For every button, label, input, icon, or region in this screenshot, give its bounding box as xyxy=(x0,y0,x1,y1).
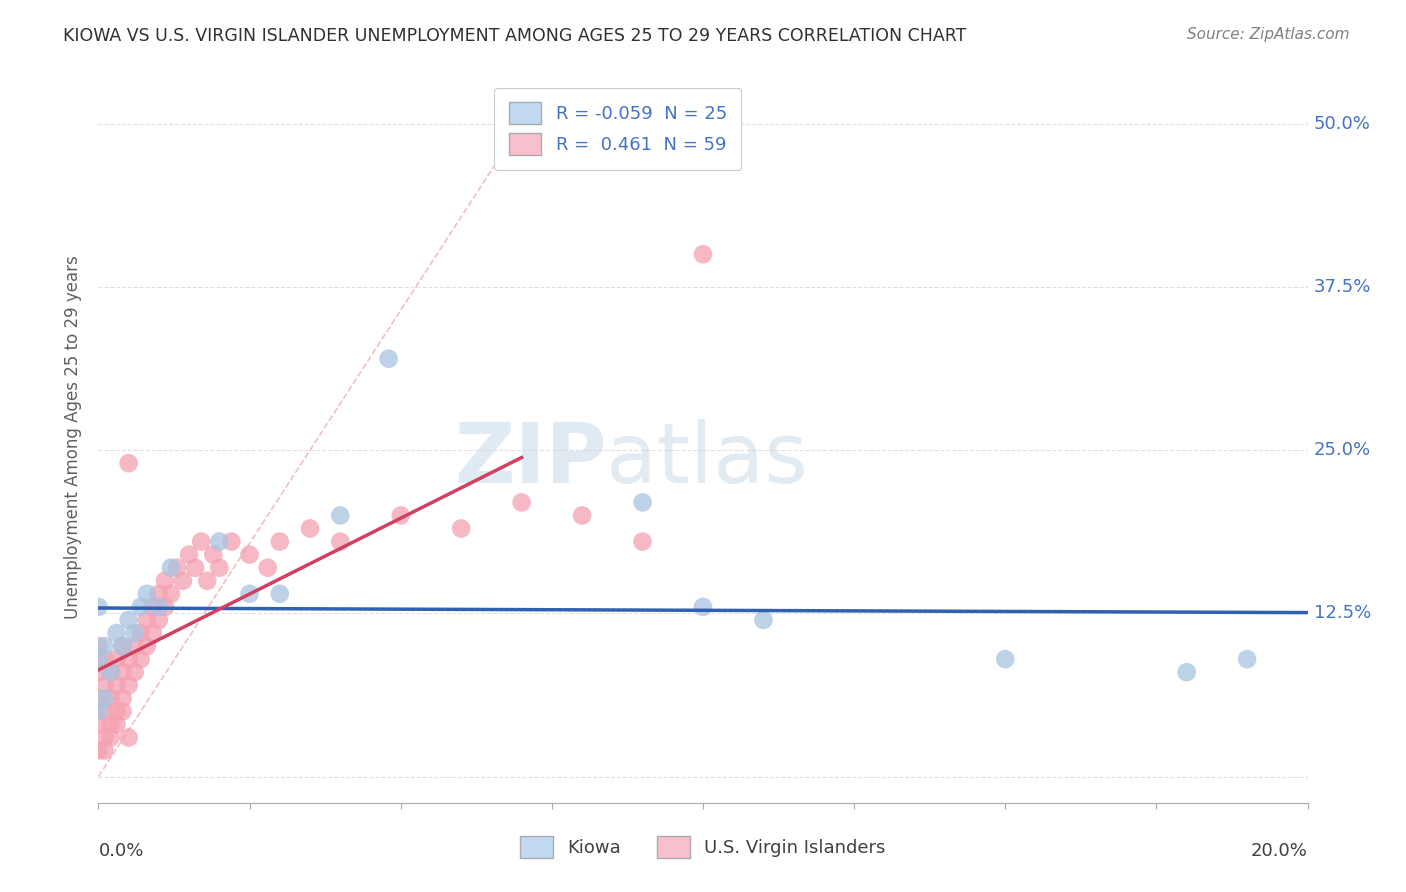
Point xyxy=(93,743,115,757)
Point xyxy=(994,652,1017,666)
Point xyxy=(118,678,141,692)
Point xyxy=(166,560,188,574)
Point xyxy=(142,599,165,614)
Point xyxy=(111,639,134,653)
Point xyxy=(450,521,472,535)
Point xyxy=(269,534,291,549)
Point xyxy=(124,626,146,640)
Point xyxy=(87,639,110,653)
Point xyxy=(100,731,122,745)
Point xyxy=(105,705,128,719)
Point xyxy=(184,560,207,574)
Point xyxy=(93,705,115,719)
Point xyxy=(221,534,243,549)
Point xyxy=(208,560,231,574)
Point xyxy=(752,613,775,627)
Point xyxy=(148,599,170,614)
Point xyxy=(208,534,231,549)
Point xyxy=(389,508,412,523)
Point xyxy=(100,665,122,680)
Point xyxy=(269,587,291,601)
Point xyxy=(160,587,183,601)
Point xyxy=(148,587,170,601)
Point xyxy=(129,626,152,640)
Point xyxy=(124,665,146,680)
Point xyxy=(179,548,201,562)
Point xyxy=(87,652,110,666)
Point xyxy=(100,717,122,731)
Point xyxy=(142,626,165,640)
Point xyxy=(571,508,593,523)
Point xyxy=(631,534,654,549)
Point xyxy=(239,548,262,562)
Point xyxy=(510,495,533,509)
Point xyxy=(153,599,176,614)
Point xyxy=(153,574,176,588)
Point xyxy=(87,717,110,731)
Text: 50.0%: 50.0% xyxy=(1313,114,1371,133)
Point xyxy=(692,247,714,261)
Point xyxy=(299,521,322,535)
Point xyxy=(105,717,128,731)
Point xyxy=(148,613,170,627)
Text: ZIP: ZIP xyxy=(454,418,606,500)
Text: atlas: atlas xyxy=(606,418,808,500)
Point xyxy=(329,534,352,549)
Point xyxy=(195,574,218,588)
Point xyxy=(118,456,141,470)
Point xyxy=(129,652,152,666)
Point xyxy=(202,548,225,562)
Point xyxy=(129,599,152,614)
Point xyxy=(87,743,110,757)
Point xyxy=(118,652,141,666)
Point xyxy=(93,678,115,692)
Text: 0.0%: 0.0% xyxy=(98,842,143,860)
Point xyxy=(692,599,714,614)
Point xyxy=(1175,665,1198,680)
Point xyxy=(111,639,134,653)
Text: 37.5%: 37.5% xyxy=(1313,278,1371,296)
Point xyxy=(87,599,110,614)
Legend: R = -0.059  N = 25, R =  0.461  N = 59: R = -0.059 N = 25, R = 0.461 N = 59 xyxy=(495,87,741,169)
Point xyxy=(111,691,134,706)
Point xyxy=(1236,652,1258,666)
Point xyxy=(87,705,110,719)
Point xyxy=(93,731,115,745)
Point xyxy=(256,560,278,574)
Point xyxy=(93,652,115,666)
Point xyxy=(105,678,128,692)
Point xyxy=(100,691,122,706)
Point xyxy=(190,534,212,549)
Text: 12.5%: 12.5% xyxy=(1313,605,1371,623)
Point xyxy=(160,560,183,574)
Text: 20.0%: 20.0% xyxy=(1251,842,1308,860)
Point xyxy=(87,691,110,706)
Legend: Kiowa, U.S. Virgin Islanders: Kiowa, U.S. Virgin Islanders xyxy=(513,829,893,865)
Point xyxy=(377,351,399,366)
Point xyxy=(135,639,157,653)
Point xyxy=(239,587,262,601)
Point xyxy=(135,613,157,627)
Point xyxy=(100,665,122,680)
Text: Source: ZipAtlas.com: Source: ZipAtlas.com xyxy=(1187,27,1350,42)
Point xyxy=(135,587,157,601)
Point xyxy=(329,508,352,523)
Point xyxy=(87,665,110,680)
Point xyxy=(631,495,654,509)
Point xyxy=(105,652,128,666)
Point xyxy=(105,626,128,640)
Point xyxy=(93,691,115,706)
Y-axis label: Unemployment Among Ages 25 to 29 years: Unemployment Among Ages 25 to 29 years xyxy=(65,255,83,619)
Point xyxy=(124,639,146,653)
Text: 25.0%: 25.0% xyxy=(1313,442,1371,459)
Point xyxy=(93,639,115,653)
Point xyxy=(118,613,141,627)
Text: KIOWA VS U.S. VIRGIN ISLANDER UNEMPLOYMENT AMONG AGES 25 TO 29 YEARS CORRELATION: KIOWA VS U.S. VIRGIN ISLANDER UNEMPLOYME… xyxy=(63,27,967,45)
Point xyxy=(118,731,141,745)
Point xyxy=(111,665,134,680)
Point xyxy=(111,705,134,719)
Point xyxy=(172,574,194,588)
